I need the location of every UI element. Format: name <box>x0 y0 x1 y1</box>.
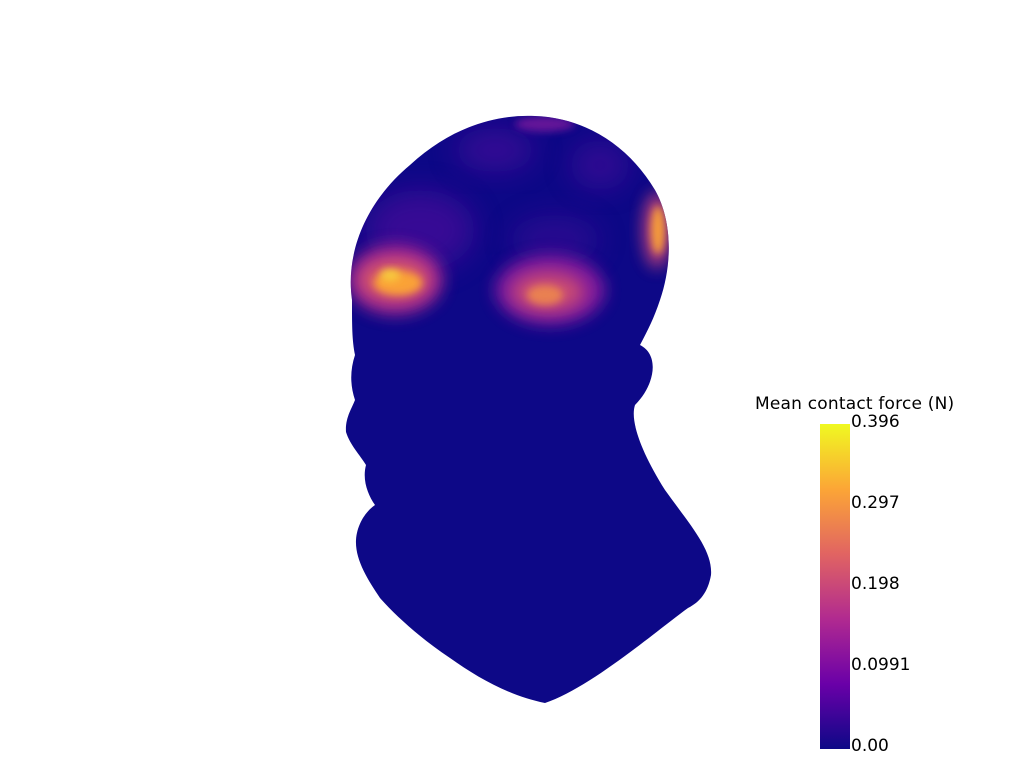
colorbar-tick: 0.0991 <box>851 655 911 675</box>
scalar-bar-title: Mean contact force (N) <box>755 394 955 414</box>
colorbar-tick: 0.198 <box>851 574 900 594</box>
colorbar-tick-min: 0.00 <box>851 736 889 756</box>
colorbar-tick-max: 0.396 <box>851 412 900 432</box>
scalar-bar: Mean contact force (N) 0.396 0.297 0.198… <box>740 390 980 760</box>
colorbar-gradient <box>820 424 850 749</box>
contact-force-hotspots <box>347 116 671 325</box>
colorbar-tick: 0.297 <box>851 493 900 513</box>
